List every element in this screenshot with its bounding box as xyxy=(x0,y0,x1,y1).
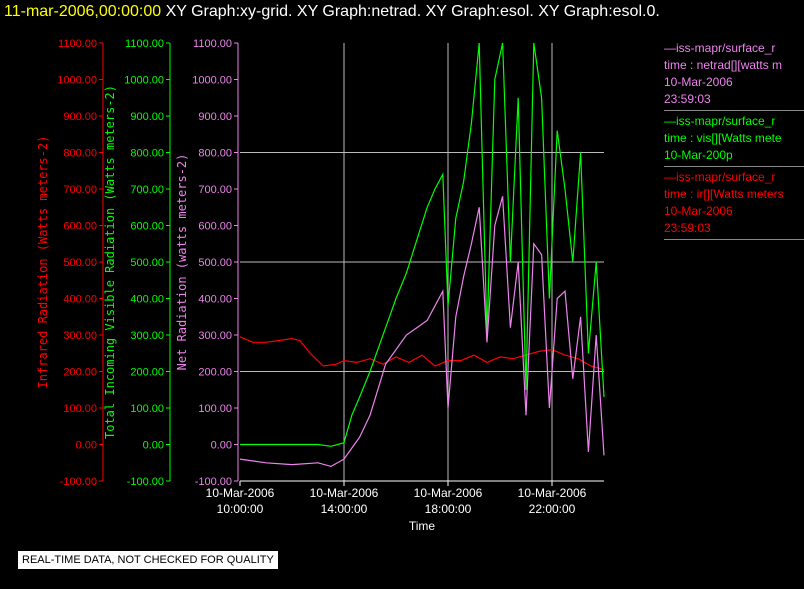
x-tick-label-date: 10-Mar-2006 xyxy=(518,486,587,500)
legend-line: 23:59:03 xyxy=(664,221,711,235)
y-tick-label: 900.00 xyxy=(63,111,97,123)
y-tick-label: 500.00 xyxy=(63,257,97,269)
y-tick-label: 100.00 xyxy=(63,403,97,415)
quality-warning: REAL-TIME DATA, NOT CHECKED FOR QUALITY xyxy=(18,551,278,569)
y-tick-label: 300.00 xyxy=(198,330,232,342)
y-tick-label: 800.00 xyxy=(198,148,232,160)
y-tick-label: 700.00 xyxy=(63,184,97,196)
y-axis-1: -100.00 0.00 100.00 200.00 300.00 400.00 500.0… xyxy=(36,38,104,488)
x-axis-title: Time xyxy=(409,519,436,533)
y-axis-title: Infrared Radiation (Watts meters-2) xyxy=(36,136,50,389)
legend-line: —iss-mapr/surface_r xyxy=(664,41,776,55)
y-tick-label: 1100.00 xyxy=(58,38,97,50)
y-tick-label: -100.00 xyxy=(195,476,232,488)
y-tick-label: 100.00 xyxy=(198,403,232,415)
legend-line: time : vis[][Watts mete xyxy=(664,131,782,145)
y-tick-label: 1000.00 xyxy=(57,75,97,87)
y-tick-label: 400.00 xyxy=(63,294,97,306)
y-axes: -100.00 0.00 100.00 200.00 300.00 400.00 500.0… xyxy=(36,38,239,488)
x-tick-label-time: 18:00:00 xyxy=(425,502,472,516)
y-tick-label: 900.00 xyxy=(198,111,232,123)
legend-line: —iss-mapr/surface_r xyxy=(664,170,776,184)
grid-lines xyxy=(240,43,604,481)
series-line-3 xyxy=(239,196,605,468)
title-date: 11-mar-2006,00:00:00 xyxy=(4,3,162,20)
legend-line: 10-Mar-2006 xyxy=(664,204,733,218)
legend-line: time : ir[][Watts meters xyxy=(664,187,784,201)
y-tick-label: 0.00 xyxy=(211,440,232,452)
y-axis-3: -100.00 0.00 100.00 200.00 300.00 400.00 500.0… xyxy=(175,38,239,488)
y-tick-label: 0.00 xyxy=(76,440,97,452)
y-tick-label: 300.00 xyxy=(63,330,97,342)
y-axis-title: Net Radiation (watts meters-2) xyxy=(175,154,189,371)
y-tick-label: 800.00 xyxy=(130,148,164,160)
series-group xyxy=(239,42,605,468)
legend-line: 10-Mar-200p xyxy=(664,148,733,162)
legend-line: 23:59:03 xyxy=(664,92,711,106)
y-tick-label: 900.00 xyxy=(130,111,164,123)
x-tick-label-time: 10:00:00 xyxy=(217,502,264,516)
y-tick-label: 100.00 xyxy=(130,403,164,415)
y-tick-label: 400.00 xyxy=(130,294,164,306)
y-tick-label: 200.00 xyxy=(130,367,164,379)
title-bar: 11-mar-2006,00:00:00 XY Graph:xy-grid. X… xyxy=(4,3,660,21)
y-tick-label: 500.00 xyxy=(130,257,164,269)
y-tick-label: 1100.00 xyxy=(125,38,164,50)
y-tick-label: 1000.00 xyxy=(124,75,164,87)
series-line-1 xyxy=(239,336,605,371)
y-tick-label: -100.00 xyxy=(127,476,164,488)
y-tick-label: 200.00 xyxy=(63,367,97,379)
y-tick-label: 600.00 xyxy=(63,221,97,233)
x-tick-label-time: 14:00:00 xyxy=(321,502,368,516)
y-axis-2: -100.00 0.00 100.00 200.00 300.00 400.00 500.0… xyxy=(103,38,171,488)
y-tick-label: 800.00 xyxy=(63,148,97,160)
y-tick-label: 500.00 xyxy=(198,257,232,269)
legend-line: 10-Mar-2006 xyxy=(664,75,733,89)
y-tick-label: 200.00 xyxy=(198,367,232,379)
legend-line: time : netrad[][watts m xyxy=(664,58,783,72)
title-graphs: XY Graph:xy-grid. XY Graph:netrad. XY Gr… xyxy=(165,3,660,20)
y-tick-label: 1100.00 xyxy=(193,38,232,50)
y-tick-label: 600.00 xyxy=(198,221,232,233)
y-tick-label: 700.00 xyxy=(198,184,232,196)
y-tick-label: 1000.00 xyxy=(192,75,232,87)
y-tick-label: 0.00 xyxy=(143,440,164,452)
y-axis-title: Total Incoming Visible Radiation (Watts … xyxy=(103,85,117,439)
y-tick-label: 700.00 xyxy=(130,184,164,196)
x-tick-label-date: 10-Mar-2006 xyxy=(206,486,275,500)
series-line-2 xyxy=(240,42,605,447)
x-tick-label-date: 10-Mar-2006 xyxy=(310,486,379,500)
y-tick-label: -100.00 xyxy=(60,476,97,488)
x-tick-label-time: 22:00:00 xyxy=(529,502,576,516)
y-tick-label: 400.00 xyxy=(198,294,232,306)
x-axis: 10-Mar-2006 10:00:00 10-Mar-2006 14:00:00 10… xyxy=(206,480,604,533)
legend-line: —iss-mapr/surface_r xyxy=(664,114,776,128)
y-tick-label: 300.00 xyxy=(130,330,164,342)
y-tick-label: 600.00 xyxy=(130,221,164,233)
x-tick-label-date: 10-Mar-2006 xyxy=(414,486,483,500)
